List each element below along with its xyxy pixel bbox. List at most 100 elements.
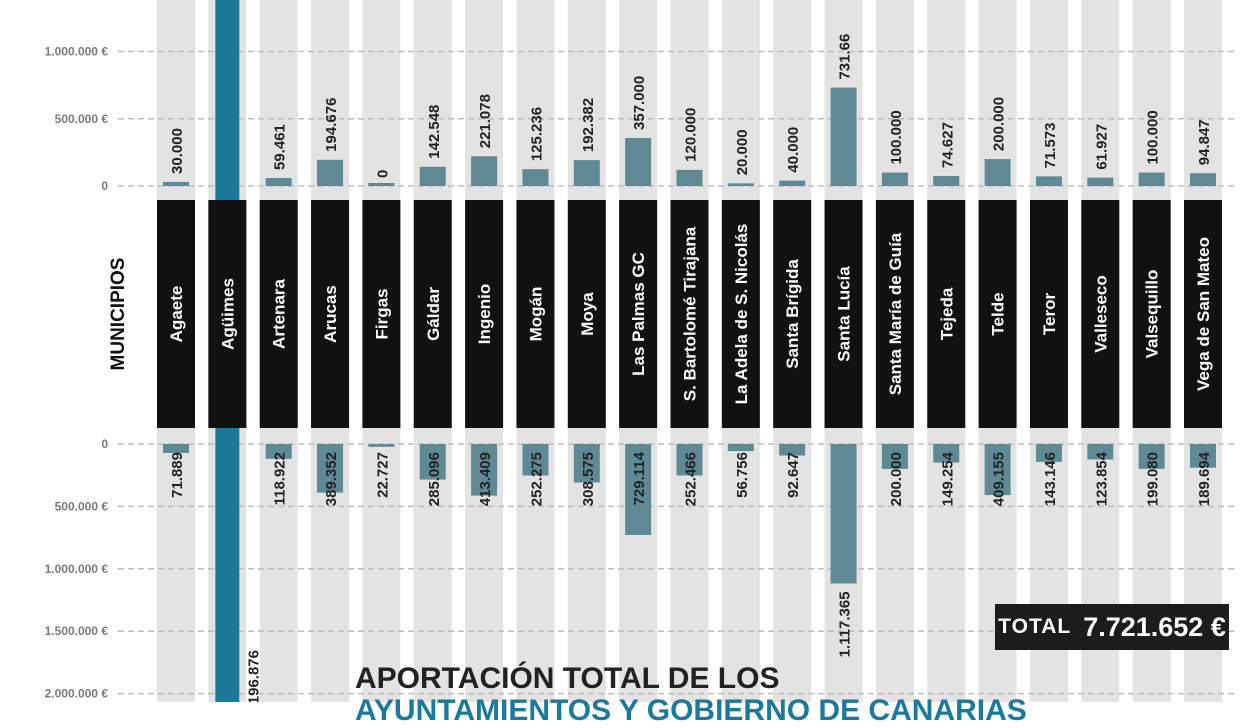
bar-bottom: [830, 444, 857, 584]
bottom-axis-tick-label: 500.000 €: [55, 499, 109, 513]
bottom-axis-tick-label: 1.500.000 €: [45, 624, 109, 638]
bar-top: [830, 87, 857, 186]
category-label: Ingenio: [475, 284, 494, 344]
bar-top: [522, 169, 549, 186]
total-label: TOTAL: [998, 615, 1072, 638]
bar-top: [419, 166, 446, 186]
category-band: [157, 200, 195, 428]
bar-bottom-value-label: 92.647: [785, 452, 802, 498]
bar-top: [779, 180, 806, 186]
top-axis-tick-label: 0: [101, 179, 108, 193]
category-band: [1029, 200, 1068, 428]
bar-bottom: [163, 444, 189, 453]
bar-bottom: [368, 444, 395, 447]
bar-top-value-label: 120.000: [683, 108, 700, 162]
bar-bottom-value-label: 200.000: [888, 452, 905, 506]
bar-top: [676, 169, 703, 186]
bar-top: [471, 156, 498, 186]
category-label: Gáldar: [424, 287, 443, 341]
bar-top-value-label: 357.000: [631, 76, 648, 130]
category-label: Vega de San Mateo: [1194, 237, 1213, 391]
bar-top-value-label: 0: [374, 170, 391, 178]
bar-bottom: [779, 444, 806, 456]
category-band: [259, 200, 298, 428]
bar-bottom-value-label: 143.146: [1042, 452, 1059, 506]
category-band: [413, 200, 452, 428]
bar-bottom: [522, 444, 549, 476]
category-label: Agaete: [167, 286, 186, 343]
bar-bottom: [471, 444, 498, 496]
category-band: [773, 200, 812, 428]
category-band: [362, 200, 401, 428]
bar-bottom: [419, 444, 446, 480]
bar-bottom: [573, 444, 600, 483]
bar-top: [163, 181, 189, 186]
total-badge: TOTAL 7.721.652 €: [995, 604, 1229, 650]
bar-top-value-label: 194.676: [323, 98, 340, 152]
category-band: [516, 200, 555, 428]
bar-top: [727, 183, 754, 186]
bar-top: [625, 137, 652, 186]
bar-bottom-value-label: 409.155: [991, 452, 1008, 506]
bar-bottom-value-label: 1.117.365: [837, 591, 854, 657]
bar-top-value-label: 142.548: [426, 105, 443, 159]
category-label: Valleseco: [1091, 275, 1110, 353]
category-label: Agüimes: [218, 278, 237, 350]
category-label: Firgas: [372, 288, 391, 339]
bar-bottom-value-label: 118.922: [272, 452, 289, 505]
category-band: [465, 200, 504, 428]
bar-bottom: [1035, 444, 1062, 462]
category-band: [670, 200, 709, 428]
category-label: Valsequillo: [1143, 270, 1162, 359]
category-label: Moya: [578, 292, 597, 336]
bar-bottom: [265, 444, 292, 459]
category-band: [1081, 200, 1120, 428]
bar-bottom-value-label: 285.096: [426, 452, 443, 506]
bar-bottom-value-label: 389.352: [323, 452, 340, 506]
bar-bottom: [881, 444, 908, 469]
chart-subtitle: AYUNTAMIENTOS Y GOBIERNO DE CANARIAS: [355, 694, 1027, 727]
bar-bottom-value-label: 22.727: [374, 452, 391, 498]
bar-top-value-label: 71.573: [1042, 122, 1059, 168]
total-value: 7.721.652 €: [1083, 611, 1226, 642]
bar-top: [1190, 173, 1216, 186]
top-axis-tick-label: 1.000.000 €: [45, 45, 109, 59]
category-label: Santa María de Guía: [886, 232, 905, 395]
category-band: [1132, 200, 1171, 428]
category-band: [208, 200, 247, 428]
bar-bottom-value-label: 199.080: [1145, 452, 1162, 506]
bar-bottom-value-label: 252.466: [683, 452, 700, 506]
bar-top: [265, 178, 292, 186]
bar-top: [1138, 172, 1165, 186]
bar-bottom-value-label: 189.694: [1196, 451, 1213, 506]
bar-top: [881, 172, 908, 186]
chart-title: APORTACIÓN TOTAL DE LOS: [355, 662, 780, 695]
bar-bottom-value-label: 196.876: [245, 650, 262, 702]
bar-bottom-value-label: 308.575: [580, 452, 597, 506]
category-band: [978, 200, 1017, 428]
bar-bottom-value-label: 149.254: [939, 451, 956, 506]
bottom-axis-tick-label: 0: [101, 437, 108, 451]
bar-top: [1087, 177, 1114, 186]
bar-bottom: [1138, 444, 1165, 469]
bar-bottom: [676, 444, 703, 476]
top-axis-tick-label: 500.000 €: [55, 112, 109, 126]
bar-top-value-label: 30.000: [169, 128, 186, 174]
category-band: [875, 200, 914, 428]
category-label: Telde: [989, 292, 1008, 335]
bar-top-value-label: 61.927: [1093, 124, 1110, 170]
bar-bottom: [933, 444, 960, 463]
bar-bottom: [1190, 444, 1216, 468]
category-band: [927, 200, 966, 428]
bar-bottom-value-label: 729.114: [631, 451, 648, 505]
category-label: Mogán: [526, 287, 545, 342]
category-label: La Adela de S. Nicolás: [732, 224, 751, 405]
bar-bottom: [984, 444, 1011, 496]
bar-bottom: [625, 444, 652, 535]
category-label: S. Bartolomé Tirajana: [681, 226, 700, 401]
bar-bottom-value-label: 252.275: [528, 452, 545, 506]
category-label: Artenara: [270, 278, 289, 348]
category-label: Las Palmas GC: [629, 252, 648, 376]
bar-top-value-label: 125.236: [528, 107, 545, 161]
category-band: [721, 200, 760, 428]
